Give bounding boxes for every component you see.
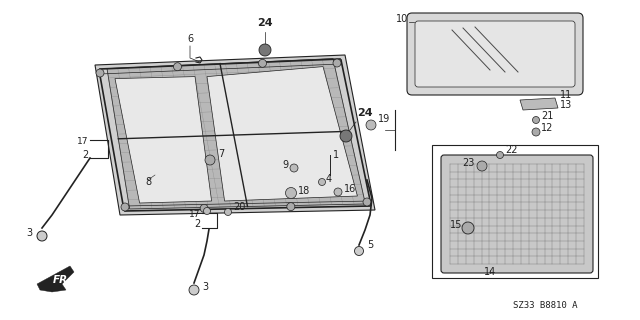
Polygon shape [37,266,74,292]
Text: 23: 23 [463,158,475,168]
Circle shape [477,161,487,171]
Polygon shape [95,55,375,215]
Text: 7: 7 [218,149,224,159]
Circle shape [259,59,266,67]
Text: 5: 5 [367,240,373,250]
Text: 10: 10 [396,14,408,24]
Circle shape [532,128,540,136]
Text: 11: 11 [560,90,572,100]
Polygon shape [207,67,357,201]
Text: 19: 19 [378,114,390,124]
Text: 24: 24 [357,108,372,118]
Circle shape [205,155,215,165]
Circle shape [200,204,208,212]
Circle shape [37,231,47,241]
Text: 22: 22 [505,145,518,155]
Circle shape [287,203,295,211]
Text: 4: 4 [326,174,332,184]
Circle shape [204,207,211,214]
Text: 9: 9 [282,160,288,170]
Text: 17: 17 [189,210,200,219]
Circle shape [225,209,232,215]
Polygon shape [107,59,365,209]
Text: SZ33 B8810 A: SZ33 B8810 A [513,301,577,310]
Circle shape [462,222,474,234]
Text: 24: 24 [257,18,273,28]
Text: 13: 13 [560,100,572,110]
Polygon shape [520,98,558,110]
Circle shape [355,246,364,255]
Circle shape [363,198,371,206]
Circle shape [532,116,540,124]
Text: 12: 12 [541,123,554,133]
Text: 3: 3 [26,228,32,238]
Circle shape [319,179,326,186]
Text: 14: 14 [484,267,496,277]
Text: 3: 3 [202,282,208,292]
Text: 6: 6 [187,34,193,44]
Text: 2: 2 [82,150,88,160]
Circle shape [340,130,352,142]
Text: FR.: FR. [52,275,72,285]
Text: 17: 17 [77,137,88,146]
Text: 16: 16 [344,184,356,194]
Circle shape [497,151,504,158]
Text: 18: 18 [298,186,310,196]
FancyBboxPatch shape [407,13,583,95]
Polygon shape [115,76,212,203]
Text: 2: 2 [194,219,200,229]
Circle shape [259,44,271,56]
Circle shape [333,59,341,67]
Circle shape [96,69,104,77]
FancyBboxPatch shape [415,21,575,87]
Text: 21: 21 [541,111,554,121]
Circle shape [290,164,298,172]
FancyBboxPatch shape [441,155,593,273]
Circle shape [189,285,199,295]
Text: 1: 1 [333,150,339,160]
Text: 8: 8 [145,177,151,187]
Text: 15: 15 [450,220,462,230]
Circle shape [334,188,342,196]
Circle shape [121,203,129,211]
Text: 20: 20 [233,202,245,212]
Circle shape [173,63,182,71]
Circle shape [285,188,296,198]
Circle shape [366,120,376,130]
